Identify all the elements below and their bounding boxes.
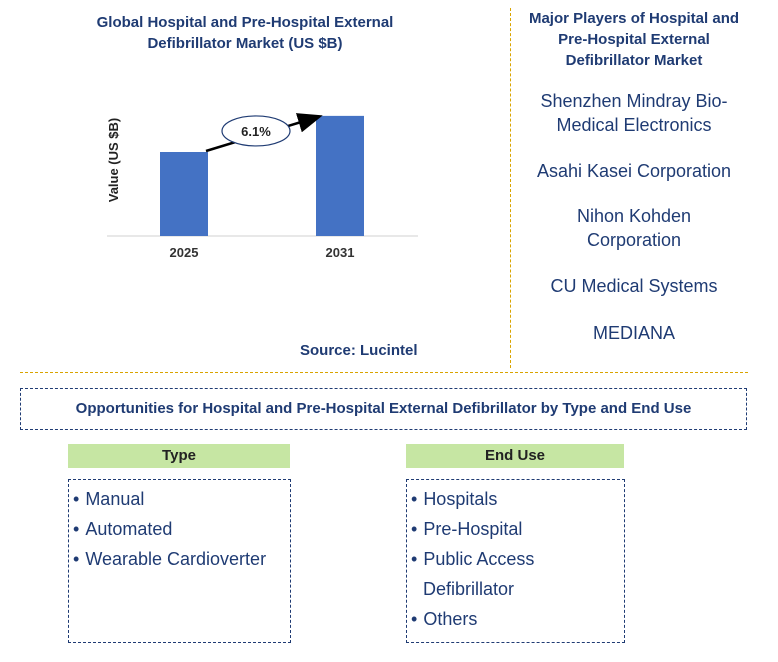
end-use-item-label: Hospitals	[423, 489, 498, 509]
type-list-box: • Manual • Automated • Wearable Cardioverte…	[68, 479, 291, 643]
player-name-line: MEDIANA	[592, 323, 675, 343]
end-use-item-label-continued: Defibrillator	[423, 579, 515, 599]
end-use-item: • Others	[411, 604, 624, 634]
players-title-line-2: Pre-Hospital External	[558, 31, 710, 48]
type-item-label: Automated	[85, 519, 173, 539]
player-name-line: Corporation	[586, 230, 682, 250]
y-axis-label: Value (US $B)	[106, 118, 121, 203]
chart-title: Global Hospital and Pre-Hospital Externa…	[60, 12, 430, 54]
bar-2025	[160, 152, 208, 236]
end-use-list: • Hospitals • Pre-Hospital • Public Access D…	[407, 480, 624, 634]
growth-rate-label: 6.1%	[241, 124, 271, 139]
type-item: • Automated	[73, 514, 290, 544]
end-use-item-label: Others	[423, 609, 478, 629]
type-heading: Type	[68, 444, 290, 468]
x-tick-label: 2025	[170, 245, 199, 260]
player-item: MEDIANA	[516, 321, 752, 345]
bullet-icon: •	[411, 609, 418, 629]
bullet-icon: •	[73, 519, 80, 539]
type-item: • Manual	[73, 484, 290, 514]
player-name-line: Medical Electronics	[556, 115, 712, 135]
type-item-label: Wearable Cardioverter	[85, 549, 267, 569]
end-use-item-label: Public Access	[423, 549, 535, 569]
end-use-list-box: • Hospitals • Pre-Hospital • Public Access D…	[406, 479, 625, 643]
x-tick-label: 2031	[326, 245, 355, 260]
bullet-icon: •	[411, 549, 418, 569]
player-item: Shenzhen Mindray Bio- Medical Electronic…	[516, 89, 752, 137]
bullet-icon: •	[73, 489, 80, 509]
end-use-item: • Hospitals	[411, 484, 624, 514]
end-use-item-label: Pre-Hospital	[423, 519, 523, 539]
growth-rate-badge	[221, 115, 291, 147]
player-name-line: Shenzhen Mindray Bio-	[540, 91, 728, 111]
players-title-line-3: Defibrillator Market	[565, 52, 703, 69]
end-use-heading: End Use	[406, 444, 624, 468]
player-item: Nihon Kohden Corporation	[516, 204, 752, 252]
player-name-line: CU Medical Systems	[550, 276, 718, 296]
bullet-icon: •	[73, 549, 80, 569]
type-item: • Wearable Cardioverter	[73, 544, 290, 574]
source-label: Source: Lucintel	[300, 342, 418, 359]
type-list: • Manual • Automated • Wearable Cardioverte…	[69, 480, 290, 574]
chart-title-line-2: Defibrillator Market (US $B)	[147, 35, 343, 52]
player-name-line: Asahi Kasei Corporation	[536, 161, 732, 181]
player-name-line: Nihon Kohden	[576, 206, 692, 226]
bar-2031	[316, 115, 364, 236]
horizontal-divider	[20, 372, 748, 373]
bullet-icon: •	[411, 519, 418, 539]
players-title-line-1: Major Players of Hospital and	[528, 10, 740, 27]
players-title: Major Players of Hospital and Pre-Hospit…	[516, 8, 752, 71]
vertical-divider	[510, 8, 511, 368]
type-item-label: Manual	[85, 489, 145, 509]
bar-chart: Value (US $B) 2025 2031 6.1%	[106, 113, 418, 260]
opportunities-title: Opportunities for Hospital and Pre-Hospi…	[20, 388, 747, 430]
end-use-item: • Pre-Hospital	[411, 514, 624, 544]
player-item: Asahi Kasei Corporation	[516, 159, 752, 183]
chart-title-line-1: Global Hospital and Pre-Hospital Externa…	[96, 14, 394, 31]
player-item: CU Medical Systems	[516, 274, 752, 298]
end-use-item: • Public Access Defibrillator	[411, 544, 624, 604]
bullet-icon: •	[411, 489, 418, 509]
